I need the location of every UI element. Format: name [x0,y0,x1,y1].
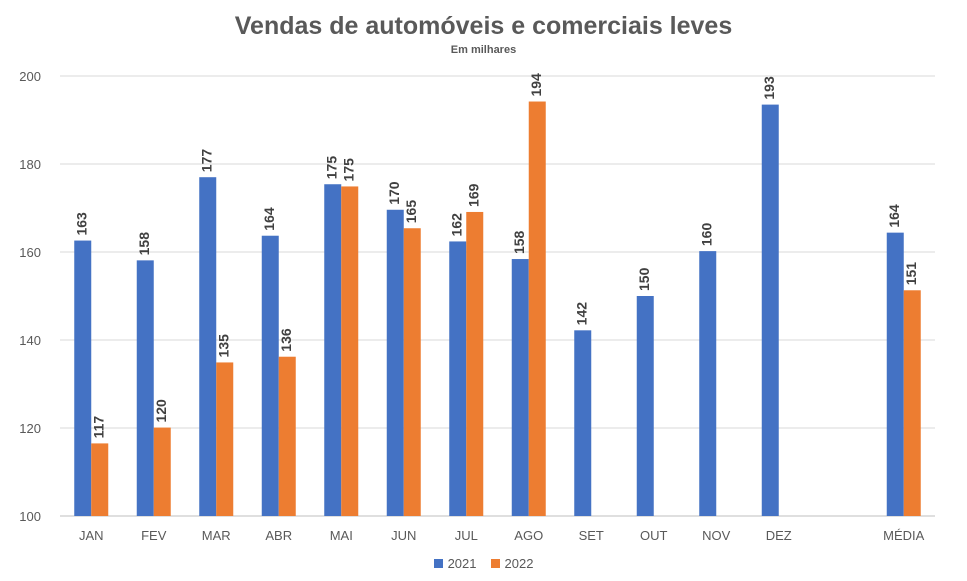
x-tick-label: DEZ [766,528,792,543]
data-label: 163 [73,212,89,236]
legend-label-2022: 2022 [504,556,534,571]
x-tick-label: FEV [141,528,167,543]
bar-2022 [91,443,109,516]
bar-2022 [153,427,171,516]
data-label: 120 [153,399,169,423]
y-tick-label: 140 [19,333,41,348]
x-tick-label: JAN [79,528,104,543]
bar-2021 [761,104,779,516]
bar-2021 [574,330,592,516]
x-tick-label: OUT [640,528,668,543]
bar-2021 [324,184,342,517]
legend: 2021 2022 [0,556,967,571]
x-tick-label: JUN [391,528,416,543]
data-label: 117 [90,416,106,439]
bar-2021 [136,260,154,516]
y-tick-label: 100 [19,509,41,524]
data-label: 194 [528,73,544,97]
data-label: 136 [278,328,294,352]
data-label: 164 [886,204,902,228]
bar-2022 [278,356,296,516]
legend-label-2021: 2021 [447,556,477,571]
x-tick-label: MAR [202,528,231,543]
bar-2021 [636,296,654,516]
bar-2022 [216,362,234,516]
data-label: 170 [386,181,402,205]
y-tick-label: 200 [19,69,41,84]
bar-2021 [449,241,467,516]
data-label: 150 [636,267,652,291]
data-label: 151 [903,262,919,286]
y-tick-label: 180 [19,157,41,172]
data-label: 158 [511,230,527,254]
bar-2022 [341,186,359,516]
data-label: 165 [403,200,419,224]
x-tick-label: ABR [265,528,292,543]
bar-2021 [261,235,279,516]
bar-2021 [199,177,217,516]
bar-2021 [699,251,717,516]
bar-2022 [903,290,921,516]
bar-2022 [403,228,421,517]
data-label: 193 [761,76,777,100]
y-tick-label: 120 [19,421,41,436]
data-label: 142 [573,302,589,326]
x-tick-label: MÉDIA [883,528,925,543]
data-label: 175 [323,156,339,180]
x-tick-label: JUL [455,528,478,543]
bar-2021 [511,259,529,516]
data-label: 162 [448,213,464,237]
x-tick-label: MAI [330,528,353,543]
legend-swatch-2022 [490,559,500,568]
data-label: 160 [698,223,714,247]
x-tick-label: NOV [702,528,731,543]
chart-title: Vendas de automóveis e comerciais leves [234,12,733,40]
bar-2021 [74,240,92,516]
chart-subtitle: Em milhares [450,44,517,56]
data-label: 158 [136,232,152,256]
legend-swatch-2021 [433,559,443,568]
data-label: 135 [215,334,231,358]
bar-2021 [886,232,904,516]
x-tick-label: AGO [514,528,543,543]
data-label: 175 [340,158,356,182]
data-label: 169 [465,183,481,207]
legend-item-2022: 2022 [490,556,534,571]
data-label: 164 [261,207,277,231]
x-tick-label: SET [579,528,604,543]
bar-2021 [386,209,404,516]
legend-item-2021: 2021 [433,556,477,571]
data-label: 177 [198,149,214,173]
bar-2022 [466,211,484,516]
bar-2022 [528,101,546,517]
y-tick-label: 160 [19,245,41,260]
